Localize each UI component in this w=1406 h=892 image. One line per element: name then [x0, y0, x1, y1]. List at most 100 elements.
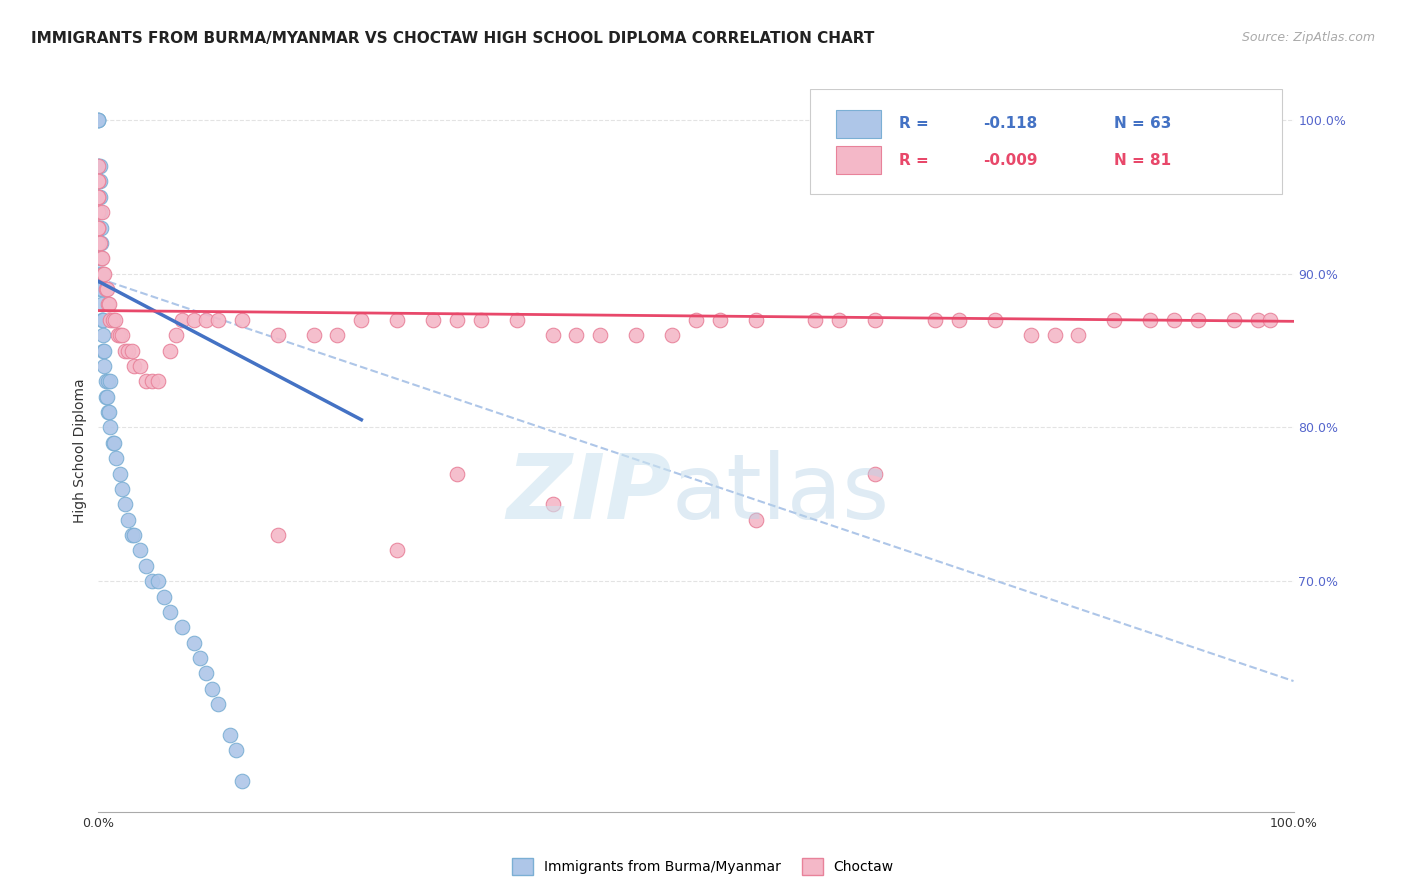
- Point: [148, 574, 170, 588]
- Point: [87, 205, 110, 219]
- Point: [422, 313, 444, 327]
- Point: [1163, 313, 1185, 327]
- Point: [1104, 313, 1126, 327]
- Point: [1187, 313, 1209, 327]
- Point: [87, 220, 110, 235]
- Text: IMMIGRANTS FROM BURMA/MYANMAR VS CHOCTAW HIGH SCHOOL DIPLOMA CORRELATION CHART: IMMIGRANTS FROM BURMA/MYANMAR VS CHOCTAW…: [31, 31, 875, 46]
- Point: [231, 774, 253, 789]
- Point: [225, 743, 247, 757]
- Point: [103, 435, 125, 450]
- Point: [91, 328, 114, 343]
- Point: [589, 328, 612, 343]
- Point: [626, 328, 648, 343]
- Point: [87, 252, 110, 266]
- Point: [91, 313, 114, 327]
- Point: [97, 374, 120, 388]
- Point: [111, 328, 134, 343]
- Point: [89, 159, 111, 173]
- Point: [195, 313, 218, 327]
- Point: [87, 159, 110, 173]
- Point: [89, 174, 111, 188]
- Point: [129, 359, 152, 373]
- Point: [924, 313, 946, 327]
- Point: [183, 313, 205, 327]
- Point: [1139, 313, 1161, 327]
- Point: [350, 313, 373, 327]
- Point: [91, 282, 114, 296]
- Point: [165, 328, 187, 343]
- Point: [267, 528, 290, 542]
- Point: [1043, 328, 1066, 343]
- Point: [124, 359, 146, 373]
- Point: [94, 390, 117, 404]
- Point: [97, 297, 120, 311]
- Point: [865, 313, 887, 327]
- Point: [506, 313, 529, 327]
- Text: -0.118: -0.118: [983, 116, 1038, 131]
- Point: [93, 267, 115, 281]
- Point: [105, 451, 128, 466]
- Point: [93, 359, 115, 373]
- Point: [87, 190, 110, 204]
- Point: [89, 190, 111, 204]
- Point: [661, 328, 683, 343]
- Point: [1067, 328, 1090, 343]
- Point: [385, 313, 409, 327]
- Point: [87, 220, 110, 235]
- Legend: Immigrants from Burma/Myanmar, Choctaw: Immigrants from Burma/Myanmar, Choctaw: [506, 853, 900, 880]
- Point: [87, 282, 110, 296]
- Text: Source: ZipAtlas.com: Source: ZipAtlas.com: [1241, 31, 1375, 45]
- Point: [745, 313, 768, 327]
- Point: [90, 220, 112, 235]
- Point: [91, 343, 114, 358]
- Point: [87, 205, 110, 219]
- Text: N = 81: N = 81: [1115, 153, 1171, 168]
- Point: [231, 313, 253, 327]
- Point: [541, 328, 564, 343]
- Point: [446, 467, 468, 481]
- Text: N = 63: N = 63: [1115, 116, 1171, 131]
- Point: [141, 374, 163, 388]
- Point: [121, 343, 143, 358]
- Point: [91, 267, 114, 281]
- Point: [111, 482, 134, 496]
- Point: [470, 313, 492, 327]
- Point: [91, 252, 114, 266]
- Point: [1223, 313, 1246, 327]
- Point: [90, 252, 112, 266]
- Point: [117, 343, 139, 358]
- Point: [114, 343, 136, 358]
- Text: ZIP: ZIP: [506, 450, 672, 538]
- Point: [98, 374, 122, 388]
- Point: [107, 328, 129, 343]
- Point: [108, 467, 131, 481]
- Point: [98, 297, 121, 311]
- Point: [172, 620, 194, 634]
- Text: R =: R =: [900, 116, 934, 131]
- FancyBboxPatch shape: [835, 146, 882, 174]
- Point: [87, 267, 110, 281]
- Point: [159, 343, 181, 358]
- Point: [948, 313, 970, 327]
- Point: [87, 174, 110, 188]
- Point: [1247, 313, 1270, 327]
- Point: [172, 313, 194, 327]
- Point: [207, 313, 229, 327]
- Point: [96, 282, 118, 296]
- Point: [685, 313, 707, 327]
- Point: [87, 174, 110, 188]
- Point: [1258, 313, 1281, 327]
- Point: [104, 313, 127, 327]
- Point: [159, 605, 181, 619]
- Text: atlas: atlas: [672, 450, 890, 538]
- Point: [87, 159, 110, 173]
- Point: [91, 313, 114, 327]
- Point: [1223, 174, 1246, 188]
- Point: [90, 252, 112, 266]
- Point: [87, 235, 110, 250]
- Point: [153, 590, 176, 604]
- Point: [98, 405, 121, 419]
- Point: [828, 313, 851, 327]
- Point: [117, 513, 139, 527]
- Point: [121, 528, 143, 542]
